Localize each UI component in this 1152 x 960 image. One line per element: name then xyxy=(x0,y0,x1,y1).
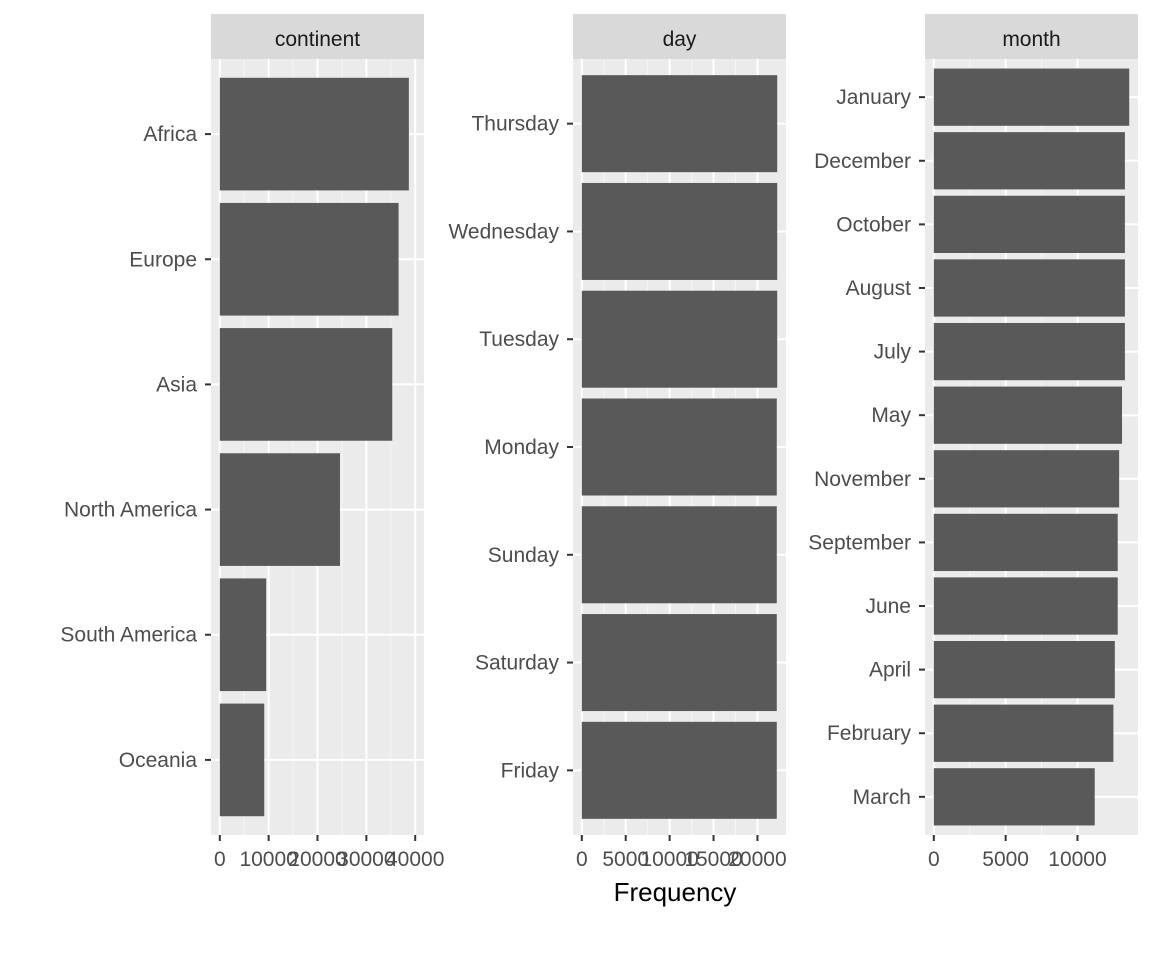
x-tick-label: 5000 xyxy=(982,848,1029,871)
y-tick-label: October xyxy=(836,213,911,236)
strip-label: month xyxy=(1002,28,1060,51)
y-tick-label: Asia xyxy=(156,373,197,396)
y-tick-label: January xyxy=(836,86,911,109)
bar-april xyxy=(933,641,1115,699)
x-tick-label: 20000 xyxy=(728,848,786,871)
x-axis-title: Frequency xyxy=(614,877,737,907)
bar-december xyxy=(933,132,1125,190)
bar-wednesday xyxy=(581,182,778,280)
x-tick-label: 0 xyxy=(576,848,588,871)
bar-saturday xyxy=(581,614,777,712)
y-tick-label: July xyxy=(874,341,912,364)
y-tick-label: Monday xyxy=(484,436,559,459)
y-tick-label: North America xyxy=(64,499,197,522)
x-tick-label: 10000 xyxy=(1048,848,1106,871)
bar-south-america xyxy=(219,578,267,692)
bar-sunday xyxy=(581,506,777,604)
bar-july xyxy=(933,322,1125,381)
y-tick-label: South America xyxy=(60,624,197,647)
y-tick-label: Tuesday xyxy=(479,328,559,351)
x-tick-label: 0 xyxy=(214,848,226,871)
bar-north-america xyxy=(219,453,340,566)
strip-label: day xyxy=(663,28,697,51)
y-tick-label: Sunday xyxy=(488,544,560,567)
bar-monday xyxy=(581,398,777,496)
y-tick-label: Africa xyxy=(143,123,197,146)
bar-february xyxy=(933,704,1114,762)
bar-september xyxy=(933,513,1118,572)
y-tick-label: April xyxy=(869,659,911,682)
bar-january xyxy=(933,68,1130,126)
y-tick-label: Thursday xyxy=(471,113,559,136)
bar-thursday xyxy=(581,75,778,173)
bar-march xyxy=(933,768,1095,826)
y-tick-label: Oceania xyxy=(119,749,198,772)
bar-november xyxy=(933,450,1120,508)
y-tick-label: December xyxy=(814,150,911,173)
y-tick-label: February xyxy=(827,722,912,745)
x-tick-label: 15000 xyxy=(684,848,742,871)
panel-day: day Thursday Wednesday Tuesday Monday Sunday S… xyxy=(448,14,787,871)
x-tick-label: 20000 xyxy=(288,848,346,871)
bar-oceania xyxy=(219,703,265,817)
y-tick-label: Wednesday xyxy=(448,220,559,243)
strip-day xyxy=(573,14,786,59)
y-tick-label: Europe xyxy=(129,248,197,271)
x-tick-label: 10000 xyxy=(239,848,297,871)
x-tick-label: 30000 xyxy=(337,848,395,871)
x-tick-label: 10000 xyxy=(640,848,698,871)
y-tick-label: June xyxy=(865,595,911,618)
bar-africa xyxy=(219,77,409,191)
x-tick-label: 0 xyxy=(928,848,940,871)
panel-month: month January December October August July May… xyxy=(808,14,1138,871)
bar-june xyxy=(933,577,1118,635)
x-tick-label: 40000 xyxy=(386,848,444,871)
strip-label: continent xyxy=(275,28,360,51)
y-tick-label: May xyxy=(871,404,911,427)
bar-tuesday xyxy=(581,290,778,388)
bar-may xyxy=(933,386,1123,444)
strip-continent xyxy=(211,14,424,59)
bar-august xyxy=(933,259,1125,317)
bar-friday xyxy=(581,721,777,819)
panel-continent: continent Africa Europe Asia North America So… xyxy=(60,14,444,871)
x-tick-label: 5000 xyxy=(602,848,649,871)
y-tick-label: Saturday xyxy=(475,652,560,675)
bar-october xyxy=(933,195,1125,253)
strip-month xyxy=(925,14,1138,59)
bar-europe xyxy=(219,202,399,316)
y-tick-label: August xyxy=(846,277,912,300)
y-tick-label: Friday xyxy=(501,759,560,782)
y-tick-label: September xyxy=(808,531,911,554)
bar-asia xyxy=(219,328,393,441)
y-tick-label: March xyxy=(853,786,911,809)
y-tick-label: November xyxy=(814,468,911,491)
